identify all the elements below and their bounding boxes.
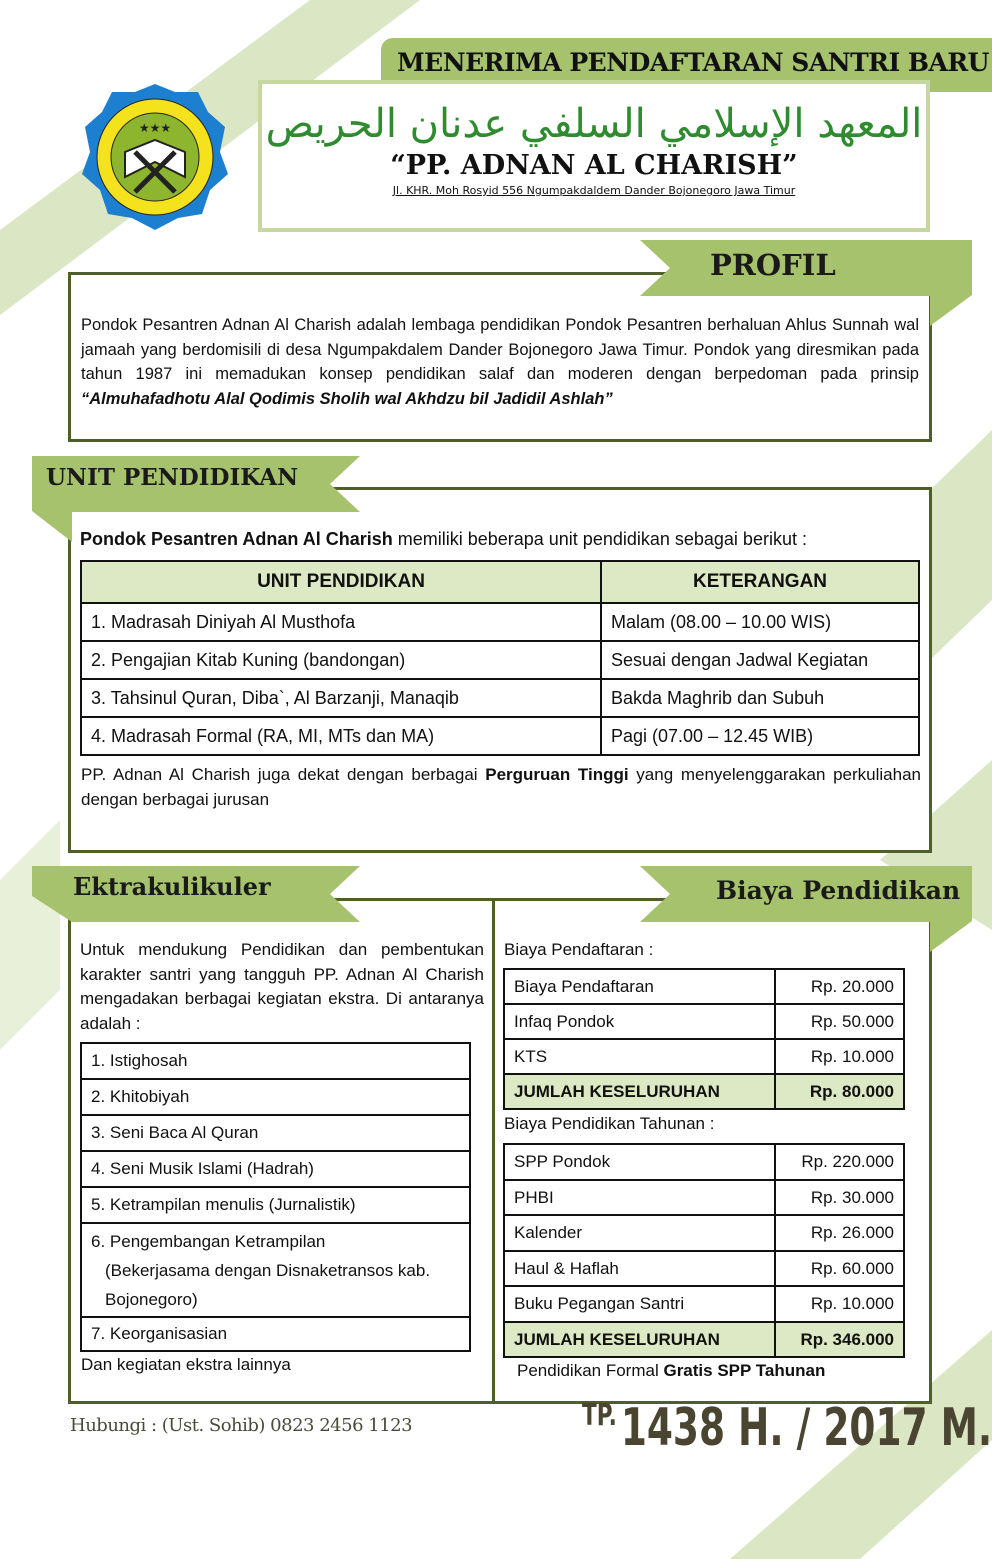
biaya-note: Pendidikan Formal Gratis SPP Tahunan [517,1361,826,1380]
unit-intro: Pondok Pesantren Adnan Al Charish memili… [80,529,807,549]
table-row: 2. Pengajian Kitab Kuning (bandongan) Ses… [80,640,920,680]
divider [492,898,495,1404]
header-box: المعهد الإسلامي السلفي عدنان الحريص “PP.… [258,80,930,232]
ekstra-footer: Dan kegiatan ekstra lainnya [81,1355,291,1374]
table-row: SPP Pondok Rp. 220.000 [503,1143,905,1181]
contact: Hubungi : (Ust. Sohib) 0823 2456 1123 [70,1415,413,1436]
biaya-label-1: Biaya Pendaftaran : [504,940,654,959]
academic-year: TP. 1438 H. / 2017 M. [582,1398,992,1458]
ekstra-list: 1. Istighosah 2. Khitobiyah 3. Seni Baca… [80,1042,471,1352]
unit-table: UNIT PENDIDIKAN KETERANGAN 1. Madrasah Di… [80,560,920,756]
logo-seal: ★★★ [82,84,228,230]
table-row: Kalender Rp. 26.000 [503,1214,905,1252]
table-row: 4. Madrasah Formal (RA, MI, MTs dan MA) P… [80,716,920,756]
unit-title: UNIT PENDIDIKAN [46,464,299,491]
biaya-pendaftaran-table: Biaya Pendaftaran Rp. 20.000 Infaq Pondok… [503,968,905,1110]
table-row: KTS Rp. 10.000 [503,1038,905,1075]
col-header: KETERANGAN [600,560,920,604]
table-row: Biaya Pendaftaran Rp. 20.000 [503,968,905,1005]
table-row: Haul & Haflah Rp. 60.000 [503,1250,905,1287]
ekstra-intro: Untuk mendukung Pendidikan dan pembentuk… [80,940,484,1033]
unit-note: PP. Adnan Al Charish juga dekat dengan b… [81,765,922,809]
list-item: 5. Ketrampilan menulis (Jurnalistik) [80,1186,471,1224]
list-item: 1. Istighosah [80,1042,471,1080]
list-item: 3. Seni Baca Al Quran [80,1114,471,1152]
table-row: 1. Madrasah Diniyah Al Musthofa Malam (08… [80,602,920,642]
total-row: JUMLAH KESELURUHAN Rp. 80.000 [503,1073,905,1110]
profil-box: Pondok Pesantren Adnan Al Charish adalah… [68,272,932,442]
list-item: 2. Khitobiyah [80,1078,471,1116]
list-item: 7. Keorganisasian [80,1316,471,1352]
address: Jl. KHR. Moh Rosyid 556 Ngumpakdaldem Da… [392,184,796,197]
col-header: UNIT PENDIDIKAN [80,560,602,604]
list-item: 6. Pengembangan Ketrampilan (Bekerjasama … [80,1222,471,1318]
total-row: JUMLAH KESELURUHAN Rp. 346.000 [503,1321,905,1358]
profil-title: PROFIL [710,248,836,282]
table-row: 3. Tahsinul Quran, Diba`, Al Barzanji, M… [80,678,920,718]
institution-name: “PP. ADNAN AL CHARISH” [390,150,798,181]
svg-text:★★★: ★★★ [139,121,171,135]
biaya-title: Biaya Pendidikan [716,876,961,905]
table-row: Buku Pegangan Santri Rp. 10.000 [503,1285,905,1323]
table-row: PHBI Rp. 30.000 [503,1179,905,1216]
biaya-tahunan-table: SPP Pondok Rp. 220.000 PHBI Rp. 30.000 Kal… [503,1143,905,1358]
arabic-calligraphy: المعهد الإسلامي السلفي عدنان الحريص [265,101,923,147]
table-row: Infaq Pondok Rp. 50.000 [503,1003,905,1040]
profil-text: Pondok Pesantren Adnan Al Charish adalah… [81,316,919,408]
ekstra-title: Ektrakulikuler [73,872,271,901]
list-item: 4. Seni Musik Islami (Hadrah) [80,1150,471,1188]
biaya-label-2: Biaya Pendidikan Tahunan : [504,1114,715,1133]
